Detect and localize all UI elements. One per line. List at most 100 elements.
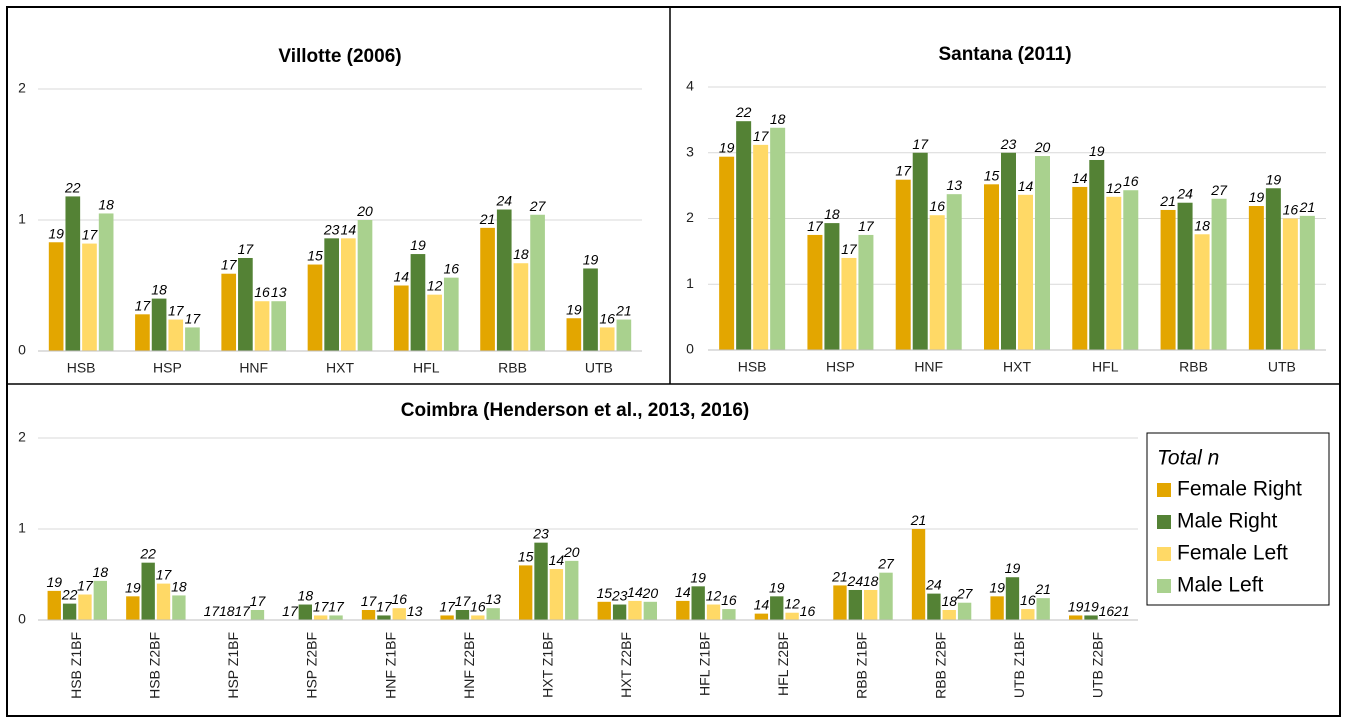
- bar: [848, 589, 862, 620]
- x-tick-label: HXT: [326, 360, 354, 376]
- bar: [221, 273, 237, 351]
- x-tick-label: RBB Z1BF: [854, 632, 870, 699]
- bar: [566, 318, 582, 351]
- x-tick-label: HSB: [67, 360, 96, 376]
- n-label: 16: [800, 603, 816, 619]
- bar: [141, 562, 155, 620]
- bar: [78, 594, 92, 620]
- x-tick-label: HSB Z2BF: [147, 632, 163, 699]
- bar: [329, 615, 343, 620]
- bar: [427, 294, 442, 351]
- n-label: 21: [479, 211, 496, 227]
- bar: [1106, 196, 1122, 350]
- n-label: 22: [139, 546, 156, 562]
- y-tick-label: 3: [686, 143, 694, 159]
- n-label: 17: [912, 136, 929, 152]
- bar: [1089, 159, 1105, 350]
- n-label: 19: [1083, 598, 1099, 614]
- bar: [583, 268, 598, 351]
- bar: [271, 301, 287, 351]
- n-label: 16: [1283, 202, 1299, 218]
- n-label: 16: [1123, 173, 1139, 189]
- bar: [754, 613, 769, 620]
- bar: [168, 319, 184, 351]
- bar: [984, 184, 999, 350]
- n-label: 19: [566, 301, 582, 317]
- n-label: 19: [48, 225, 64, 241]
- bar: [254, 301, 270, 351]
- n-label: 18: [824, 206, 840, 222]
- x-tick-label: HSB Z1BF: [68, 632, 84, 699]
- n-label: 14: [1072, 170, 1088, 186]
- legend-swatch: [1157, 515, 1171, 529]
- bar: [156, 583, 171, 620]
- x-tick-label: HFL: [413, 360, 440, 376]
- n-label: 19: [1068, 598, 1084, 614]
- bar: [151, 298, 167, 351]
- n-label: 13: [407, 603, 423, 619]
- bar: [1265, 188, 1281, 350]
- bar: [98, 213, 114, 351]
- n-label: 23: [532, 526, 549, 542]
- n-label: 27: [529, 198, 547, 214]
- bar: [172, 595, 186, 620]
- bar: [513, 263, 529, 351]
- n-label: 18: [219, 603, 235, 619]
- x-tick-label: RBB: [498, 360, 527, 376]
- n-label: 13: [946, 177, 962, 193]
- bar: [643, 601, 657, 620]
- legend-swatch: [1157, 483, 1171, 497]
- bar: [1005, 577, 1020, 620]
- n-label: 17: [156, 567, 173, 583]
- n-label: 14: [393, 269, 409, 285]
- bar: [298, 604, 312, 620]
- n-label: 19: [125, 579, 141, 595]
- bar: [911, 529, 926, 620]
- n-label: 16: [391, 591, 407, 607]
- legend-swatch: [1157, 547, 1171, 561]
- n-label: 20: [356, 203, 373, 219]
- x-tick-label: HSB: [738, 359, 767, 375]
- n-label: 17: [328, 598, 345, 614]
- n-label: 17: [841, 241, 858, 257]
- n-label: 17: [439, 598, 456, 614]
- bar: [841, 257, 857, 350]
- n-label: 22: [64, 179, 81, 195]
- n-label: 14: [675, 584, 691, 600]
- n-label: 14: [627, 584, 643, 600]
- n-label: 17: [234, 603, 251, 619]
- bar: [1035, 156, 1050, 350]
- bar: [392, 608, 406, 620]
- x-tick-label: HXT Z1BF: [539, 632, 555, 698]
- bar: [824, 223, 840, 350]
- chart-title: Coimbra (Henderson et al., 2013, 2016): [401, 400, 749, 421]
- n-label: 23: [323, 221, 340, 237]
- x-tick-label: HSP: [153, 360, 182, 376]
- legend-title: Total n: [1157, 447, 1219, 470]
- x-tick-label: HXT Z2BF: [618, 632, 634, 698]
- x-tick-label: RBB: [1179, 359, 1208, 375]
- bar: [879, 572, 893, 620]
- n-label: 12: [706, 588, 722, 604]
- n-label: 18: [513, 246, 529, 262]
- n-label: 18: [93, 564, 109, 580]
- n-label: 19: [1266, 171, 1282, 187]
- n-label: 17: [361, 593, 378, 609]
- bar: [706, 604, 721, 620]
- bar: [440, 615, 454, 620]
- bar: [1282, 218, 1298, 350]
- n-label: 17: [82, 227, 99, 243]
- bar: [93, 580, 107, 620]
- n-label: 17: [250, 593, 267, 609]
- legend-box: [1146, 432, 1330, 606]
- y-tick-label: 4: [686, 78, 694, 94]
- x-tick-label: HFL: [1092, 359, 1119, 375]
- n-label: 18: [151, 282, 167, 298]
- n-label: 23: [1000, 136, 1017, 152]
- n-label: 17: [376, 598, 393, 614]
- bar: [929, 215, 945, 350]
- bar: [833, 585, 847, 620]
- n-label: 15: [984, 167, 1000, 183]
- n-label: 12: [1106, 180, 1122, 196]
- n-label: 16: [1099, 603, 1115, 619]
